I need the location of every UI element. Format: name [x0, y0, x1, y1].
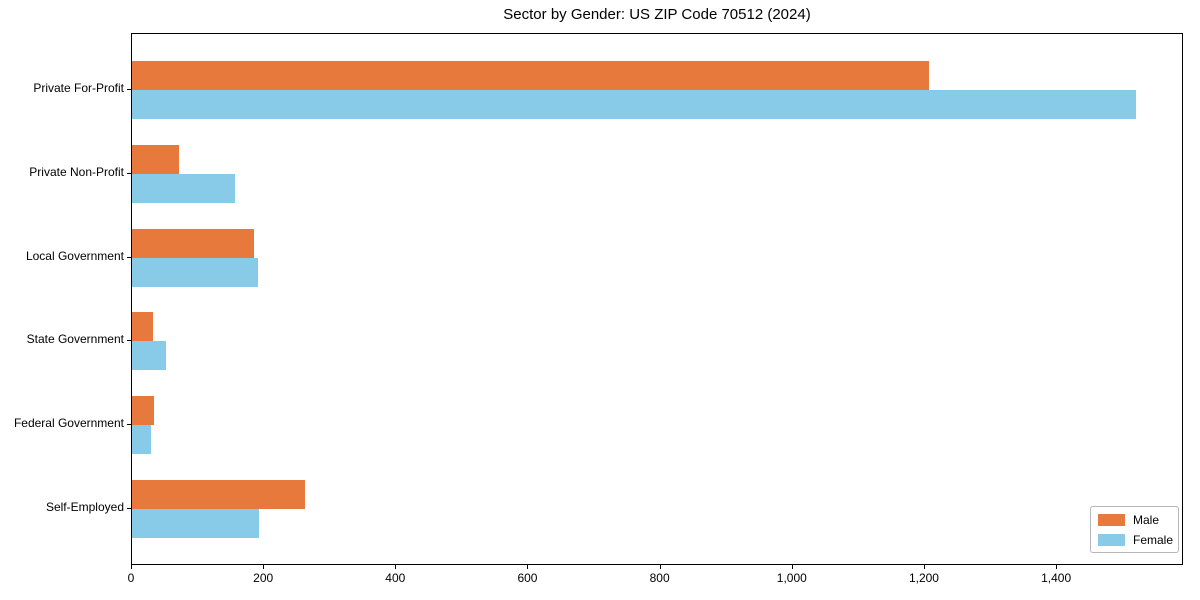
- x-axis-label: 600: [517, 571, 538, 585]
- x-axis-tick: [923, 565, 925, 569]
- y-axis-tick: [127, 508, 131, 509]
- x-axis-label: 1,000: [776, 571, 807, 585]
- y-axis-tick: [127, 424, 131, 426]
- x-axis-tick: [1056, 565, 1058, 569]
- bar-female-3: [132, 257, 258, 287]
- bar-female-5: [132, 425, 151, 455]
- y-axis-label: Private For-Profit: [33, 81, 124, 95]
- legend-entry-male: Male: [1098, 513, 1171, 527]
- x-axis-label: 200: [253, 571, 274, 585]
- x-axis-tick: [131, 565, 132, 569]
- x-axis-tick: [659, 565, 661, 569]
- y-axis-label: Federal Government: [13, 416, 124, 431]
- bar-male-2: [132, 144, 179, 174]
- chart-title: Sector by Gender: US ZIP Code 70512 (202…: [503, 6, 811, 23]
- x-axis-tick: [527, 565, 529, 569]
- bar-male-4: [132, 312, 153, 342]
- female-legend-swatch: [1098, 534, 1125, 546]
- y-axis-label: State Government: [26, 332, 124, 347]
- female-legend-label: Female: [1133, 533, 1174, 547]
- bar-female-6: [132, 509, 259, 538]
- bar-male-1: [132, 61, 929, 90]
- y-axis-tick: [127, 172, 131, 174]
- legend-entry-female: Female: [1098, 533, 1174, 547]
- y-axis-label: Private Non-Profit: [29, 164, 124, 179]
- x-axis-tick: [395, 565, 397, 569]
- y-axis-label: Self-Employed: [45, 500, 124, 514]
- y-axis-tick: [127, 256, 131, 258]
- x-axis-label: 400: [385, 571, 406, 585]
- legend: Male Female: [1090, 506, 1179, 553]
- x-axis-tick: [263, 565, 265, 569]
- y-axis-tick: [127, 89, 131, 90]
- bar-female-1: [132, 90, 1136, 119]
- bar-female-2: [132, 173, 235, 203]
- bar-male-5: [132, 396, 154, 426]
- x-axis-label: 1,400: [1041, 571, 1072, 585]
- bar-male-6: [132, 480, 305, 509]
- x-axis-label: 800: [649, 571, 670, 585]
- x-axis-tick: [791, 565, 793, 569]
- male-legend-label: Male: [1133, 513, 1160, 527]
- y-axis-tick: [127, 340, 131, 342]
- x-axis-label: 1,200: [908, 571, 939, 585]
- plot-area: [131, 33, 1183, 565]
- y-axis-label: Local Government: [25, 248, 124, 263]
- bar-male-3: [132, 228, 254, 258]
- x-axis-label: 0: [127, 571, 135, 585]
- male-legend-swatch: [1098, 514, 1125, 526]
- bar-female-4: [132, 341, 166, 371]
